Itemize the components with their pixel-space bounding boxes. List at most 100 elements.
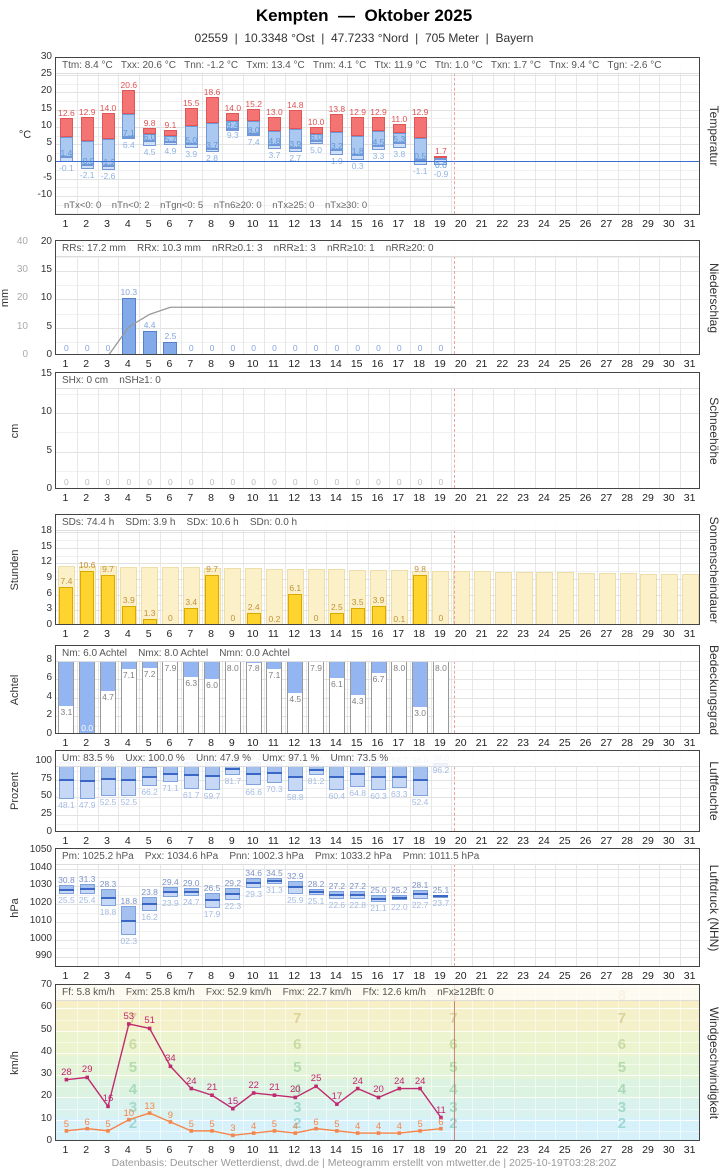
snow-zero-label: 0 [105,477,111,487]
day-label: 2 [83,737,90,749]
day-gridline [326,646,328,733]
minor-gridline [56,1041,699,1043]
min-label: 52.4 [411,796,429,807]
day-gridline [472,646,474,733]
tground-bar [163,141,177,145]
minor-gridline [56,966,699,967]
day-gridline [638,515,640,624]
day-label: 15 [350,628,363,640]
minor-gridline [56,83,699,85]
day-gridline [534,751,536,831]
y-tick-label: 10 [40,119,52,131]
y-gridline [56,92,699,94]
day-gridline [180,849,182,966]
max-label: 23.8 [141,887,158,898]
clear-sky-fill [288,661,303,694]
axis-label-right: Sonnenscheindauer [707,516,721,623]
beaufort-scale-digit: 6 [128,1036,138,1053]
day-gridline [180,373,182,488]
today-line [454,985,456,1140]
precip-label: 10.3 [120,286,138,297]
day-label: 2 [83,1144,90,1156]
day-gridline [409,58,411,214]
y-tick-label: 3 [46,603,52,615]
mean-line [162,891,178,894]
day-gridline [180,515,182,624]
day-gridline [76,751,78,831]
day-label: 15 [350,218,363,230]
day-label: 20 [454,835,467,847]
day-label: 7 [187,737,194,749]
axis-unit-left: km/h [9,1050,21,1075]
min-label: 22.3 [224,900,242,911]
chart-stats: Um: 83.5 % Uxx: 100.0 % Unn: 47.9 % Umx:… [56,751,699,767]
day-gridline [368,515,370,624]
minor-gridline [56,540,699,541]
cloud-label: 0.0 [81,723,94,733]
y-tick-label: 100 [35,754,52,766]
axis-label-right: Windgeschwindigkeit [707,1006,721,1119]
avg-wind-label: 3 [230,1123,236,1135]
tmin-label: 3.2 [330,141,343,152]
day-label: 25 [558,1144,571,1156]
day-label: 1 [62,628,69,640]
day-label: 11 [268,628,279,640]
day-label: 31 [683,970,696,982]
day-gridline [139,646,141,733]
day-gridline [555,373,557,488]
sunshine-label: 2.5 [330,601,343,612]
snow-zero-label: 0 [64,477,69,487]
tground-label: 4.5 [143,146,156,157]
day-label: 29 [642,218,654,230]
mean-line [121,919,137,922]
daylight-max-bar [494,571,512,624]
day-label: 29 [642,1144,654,1156]
snow-zero-label: 0 [292,477,298,487]
tmax-bar [392,123,406,134]
day-label: 7 [187,358,194,370]
day-label: 22 [496,492,509,504]
day-label: 30 [662,737,675,749]
tground-label: 3.7 [268,149,281,160]
day-gridline [492,849,494,966]
chart-wind-speed: 8765432876543287654328765432282916535134… [9,979,721,1156]
y-tick-label: 10 [40,1112,52,1124]
y-tick-label: 1020 [29,897,52,909]
day-label: 5 [145,970,152,982]
y-tick-label: 60 [40,1001,52,1013]
tmax-bar [59,118,73,138]
axis-label-right: Luftdruck (NHN) [707,864,721,951]
day-label: 26 [579,1144,592,1156]
day-label: 23 [517,492,529,504]
wind-speed-plot: 8765432876543287654328765432282916535134… [55,984,700,1141]
day-gridline [160,515,162,624]
tmin-label: 7.1 [122,128,135,138]
y-tick-label: 990 [35,950,52,962]
day-gridline [576,751,578,831]
day-label: 19 [434,358,446,370]
day-gridline [472,58,474,214]
max-label: 31.3 [78,873,96,884]
tground-label: 0.3 [351,161,364,172]
day-gridline [305,515,307,624]
day-gridline [492,241,494,354]
y-gridline [56,1008,699,1010]
avg-wind-label: 4 [375,1121,382,1133]
day-label: 2 [83,358,90,370]
y-tick-label: 0 [46,483,52,494]
y-tick-label: 75 [40,772,52,784]
gust-label: 29 [81,1064,93,1076]
day-gridline [284,241,286,354]
min-label: 58.8 [286,792,304,803]
y-gridline [56,1030,699,1032]
day-gridline [118,58,120,214]
axis-label-right: Luftfeuchte [707,761,721,821]
day-gridline [492,58,494,214]
clear-sky-fill [371,661,386,673]
minor-gridline [56,256,699,258]
day-gridline [388,241,390,354]
beaufort-scale-digit: 7 [449,1010,458,1028]
tground-bar [226,129,240,132]
max-label: 30.8 [58,874,75,885]
day-gridline [638,646,640,733]
